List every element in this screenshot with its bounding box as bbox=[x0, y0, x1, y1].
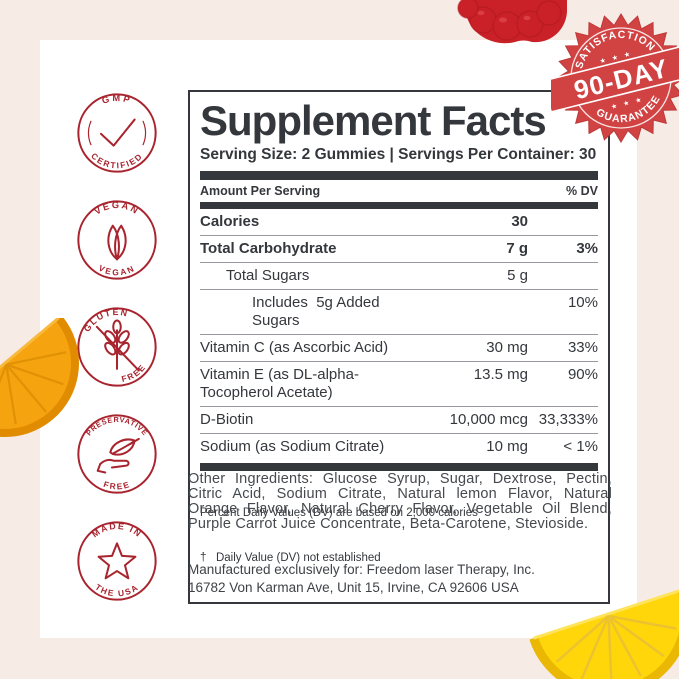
check-icon bbox=[100, 118, 136, 147]
star-icon bbox=[97, 542, 137, 580]
nutrient-amount: 10,000 mcg bbox=[449, 411, 528, 429]
badge-top-label: VEGAN bbox=[93, 200, 140, 217]
footnote-dv-not-established: † Daily Value (DV) not established bbox=[200, 552, 381, 565]
badge-top-label: GLUTEN bbox=[82, 307, 128, 334]
badge-gluten-free: GLUTEN FREE bbox=[75, 305, 159, 390]
facts-row: Includes 5g Added Sugars 10% bbox=[200, 289, 598, 334]
divider-bar bbox=[200, 463, 598, 472]
nutrient-dv: 33% bbox=[567, 339, 598, 357]
manufacturer-line: Manufactured exclusively for: Freedom la… bbox=[188, 562, 535, 577]
badge-vegan: VEGAN VEGAN bbox=[75, 198, 159, 283]
svg-text:VEGAN: VEGAN bbox=[97, 263, 137, 278]
badge-bottom-label: FREE bbox=[102, 479, 130, 492]
facts-footnotes: Percent Daily Values (DV) are based on 2… bbox=[200, 471, 598, 596]
nutrient-dv: 3% bbox=[576, 240, 598, 258]
nutrient-name: Vitamin E (as DL-alpha-Tocopherol Acetat… bbox=[200, 366, 359, 402]
svg-text:GMP: GMP bbox=[101, 93, 134, 106]
wheat-slash-icon bbox=[95, 319, 140, 372]
svg-text:VEGAN: VEGAN bbox=[93, 200, 142, 217]
nutrient-name: Sodium (as Sodium Citrate) bbox=[200, 438, 385, 456]
nutrient-amount: 30 bbox=[511, 213, 528, 231]
badge-gmp-certified: GMP CERTIFIED bbox=[75, 91, 159, 176]
divider-bar bbox=[200, 171, 598, 181]
facts-row: Total Carbohydrate 7 g 3% bbox=[200, 235, 598, 262]
badge-bottom-label: VEGAN bbox=[97, 263, 135, 278]
other-ingredients-text: Other Ingredients: Glucose Syrup, Sugar,… bbox=[188, 471, 612, 532]
nutrient-dv: 33,333% bbox=[538, 411, 598, 429]
badge-top-label: MADE IN bbox=[90, 521, 143, 540]
lemon-gummy-slice-image bbox=[520, 585, 679, 679]
facts-header: Amount Per Serving % DV bbox=[200, 180, 598, 202]
guarantee-seal: SATISFACTION ★ ★ ★ 90-DAY ★ ★ ★ GUARANTE… bbox=[542, 8, 679, 148]
badge-top-label: GMP bbox=[101, 93, 131, 106]
facts-row: Total Sugars 5 g bbox=[200, 262, 598, 289]
leaves-icon bbox=[107, 224, 127, 261]
nutrient-name: Total Sugars bbox=[226, 267, 310, 285]
header-amount-per-serving: Amount Per Serving bbox=[200, 184, 321, 199]
supplement-facts-panel: Supplement Facts Serving Size: 2 Gummies… bbox=[188, 90, 610, 604]
svg-text:GLUTEN: GLUTEN bbox=[82, 307, 130, 334]
badge-preservative-free: PRESERVATIVE FREE bbox=[75, 412, 159, 497]
facts-row: Vitamin E (as DL-alpha-Tocopherol Acetat… bbox=[200, 361, 598, 406]
svg-text:PRESERVATIVE: PRESERVATIVE bbox=[84, 415, 150, 437]
certification-badges: GMP CERTIFIED VEGAN bbox=[75, 91, 159, 626]
svg-text:FREE: FREE bbox=[102, 479, 132, 492]
nutrient-amount: 10 mg bbox=[486, 438, 528, 456]
nutrient-name: Includes 5g Added Sugars bbox=[252, 294, 384, 330]
panel-title: Supplement Facts bbox=[200, 97, 547, 144]
nutrient-name: Vitamin C (as Ascorbic Acid) bbox=[200, 339, 389, 357]
nutrient-dv: < 1% bbox=[563, 438, 598, 456]
nutrient-amount: 30 mg bbox=[486, 339, 528, 357]
badge-made-in-usa: MADE IN THE USA bbox=[75, 519, 159, 604]
nutrient-name: Calories bbox=[200, 213, 260, 231]
nutrient-amount: 7 g bbox=[506, 240, 528, 258]
manufacturer-info: Manufactured exclusively for: Freedom la… bbox=[188, 561, 618, 596]
nutrient-dv: 10% bbox=[567, 294, 598, 312]
facts-row: Vitamin C (as Ascorbic Acid) 30 mg 33% bbox=[200, 334, 598, 361]
badge-top-label: PRESERVATIVE bbox=[84, 415, 149, 437]
facts-row: Calories 30 bbox=[200, 209, 598, 235]
serving-info: Serving Size: 2 Gummies | Servings Per C… bbox=[200, 146, 597, 164]
nutrient-amount: 5 g bbox=[507, 267, 528, 285]
nutrient-dv: 90% bbox=[567, 366, 598, 384]
footnote-dv-basis: Percent Daily Values (DV) are based on 2… bbox=[200, 507, 478, 520]
facts-row: Sodium (as Sodium Citrate) 10 mg < 1% bbox=[200, 433, 598, 460]
hand-leaf-icon bbox=[96, 437, 140, 474]
facts-rows: Calories 30 Total Carbohydrate 7 g 3% Total S… bbox=[200, 209, 598, 460]
nutrient-name: D-Biotin bbox=[200, 411, 254, 429]
orange-gummy-slice-image bbox=[0, 315, 80, 473]
header-percent-dv: % DV bbox=[566, 184, 598, 199]
divider-bar bbox=[200, 202, 598, 210]
raspberry-gummy-image bbox=[455, 0, 575, 51]
nutrient-amount: 13.5 mg bbox=[473, 366, 528, 384]
nutrient-name: Total Carbohydrate bbox=[200, 240, 337, 258]
svg-text:MADE IN: MADE IN bbox=[90, 521, 144, 540]
facts-row: D-Biotin 10,000 mcg 33,333% bbox=[200, 406, 598, 433]
manufacturer-address: 16782 Von Karman Ave, Unit 15, Irvine, C… bbox=[188, 579, 519, 595]
